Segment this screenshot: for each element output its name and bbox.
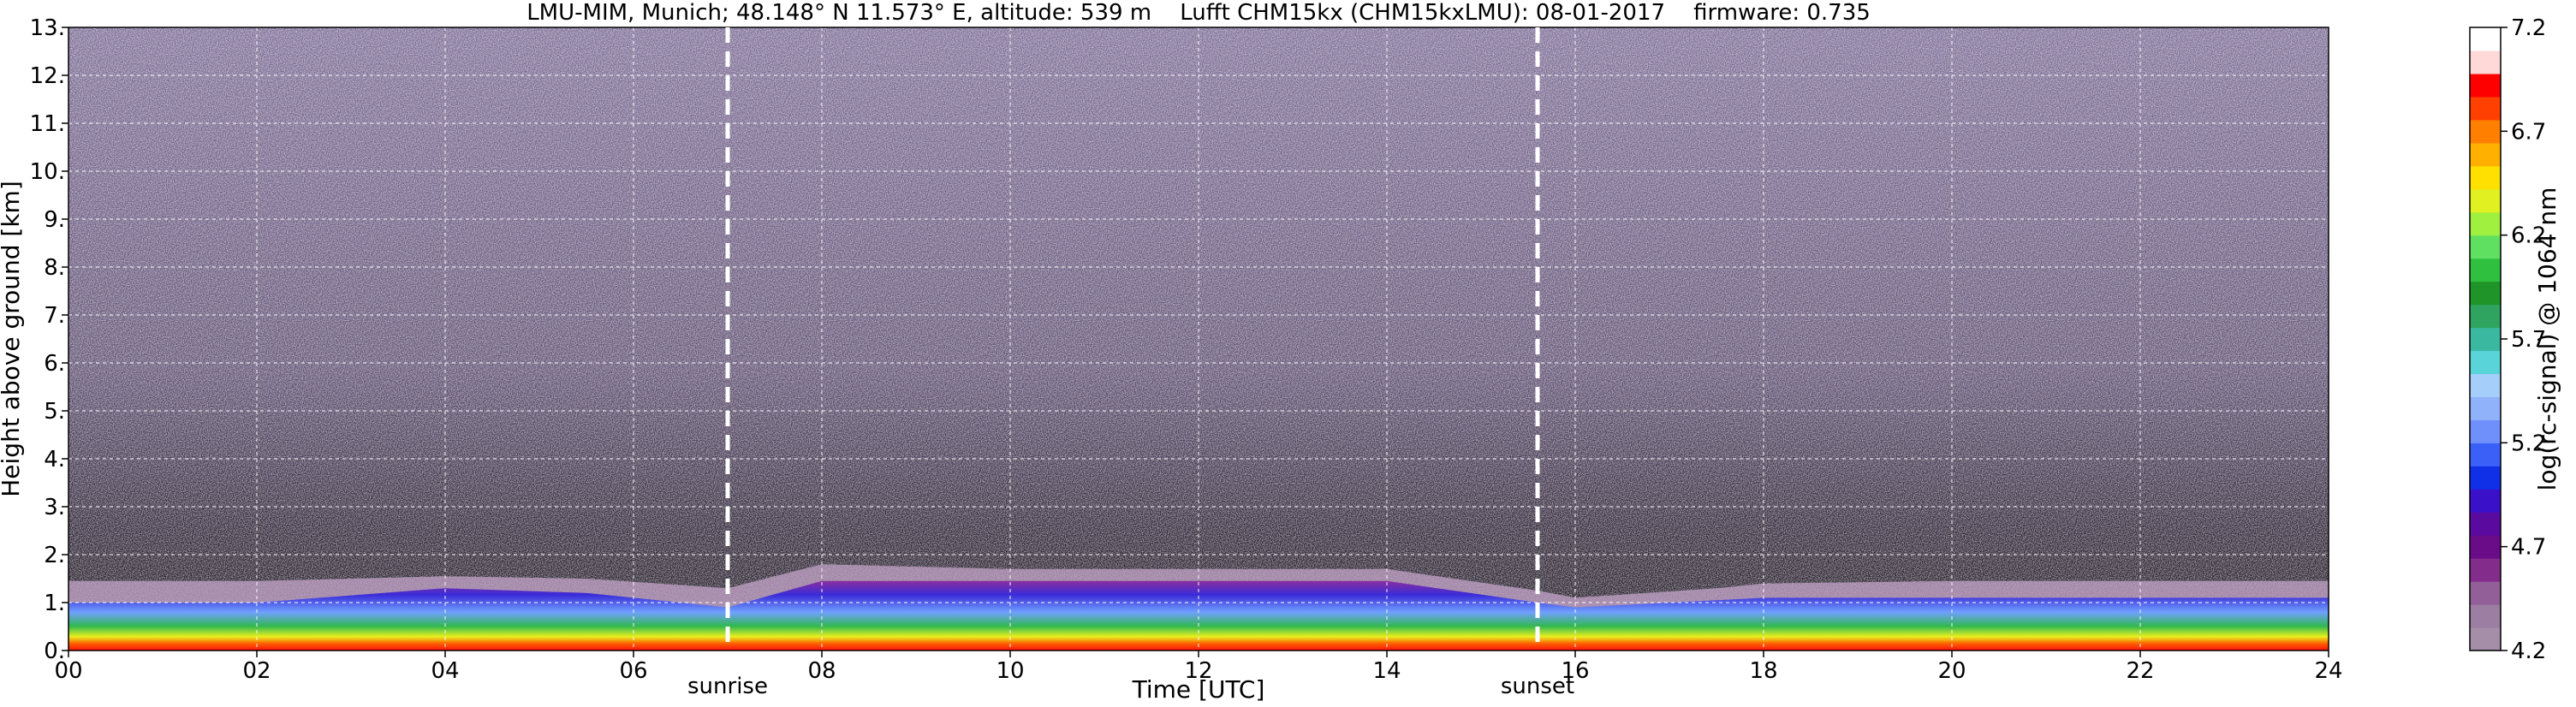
x-axis-label: Time [UTC]	[1132, 675, 1265, 704]
colorbar-segment	[2470, 489, 2501, 513]
colorbar-segment	[2470, 258, 2501, 282]
x-tick-label: 24	[2314, 658, 2342, 684]
y-tick-label: 13.	[30, 15, 65, 41]
x-tick-label: 12	[1184, 658, 1212, 684]
x-tick-label: 08	[807, 658, 836, 684]
colorbar-segment	[2470, 142, 2501, 167]
x-tick-label: 16	[1561, 658, 1589, 684]
colorbar-segment	[2470, 581, 2501, 605]
colorbar-segment	[2470, 396, 2501, 420]
x-tick-label: 22	[2126, 658, 2154, 684]
x-tick-label: 06	[619, 658, 647, 684]
colorbar-tick-label: 5.2	[2511, 431, 2546, 456]
colorbar-tick-label: 5.7	[2511, 327, 2546, 353]
x-tick-label: 04	[431, 658, 459, 684]
colorbar-segment	[2470, 27, 2501, 51]
colorbar-segment	[2470, 373, 2501, 398]
colorbar-tick-label: 4.7	[2511, 535, 2546, 561]
chart-title: LMU-MIM, Munich; 48.148° N 11.573° E, al…	[527, 0, 1871, 26]
x-tick-label: 18	[1749, 658, 1777, 684]
y-tick-label: 1.	[44, 591, 65, 616]
y-ticks: 0. 1. 2. 3. 4. 5. 6. 7. 8. 9. 10. 11. 12. 13.	[30, 15, 68, 664]
colorbar-tick-label: 6.7	[2511, 119, 2546, 145]
y-tick-label: 0.	[44, 639, 65, 664]
x-tick-label: 10	[996, 658, 1024, 684]
colorbar-segment	[2470, 73, 2501, 98]
y-tick-label: 8.	[44, 255, 65, 281]
grid-lines	[68, 27, 2329, 651]
y-tick-label: 4.	[44, 447, 65, 472]
y-tick-label: 6.	[44, 351, 65, 377]
colorbar-segment	[2470, 211, 2501, 236]
colorbar-label: log(rc-signal) @ 1064 nm	[2533, 187, 2561, 491]
colorbar-tick-label: 4.2	[2511, 639, 2546, 664]
y-tick-label: 5.	[44, 399, 65, 425]
x-tick-label: 02	[242, 658, 271, 684]
colorbar-segment	[2470, 604, 2501, 628]
y-tick-label: 11.	[30, 111, 65, 137]
y-tick-label: 12.	[30, 63, 65, 89]
colorbar-segment	[2470, 304, 2501, 329]
colorbar-segment	[2470, 627, 2501, 651]
colorbar-segment	[2470, 535, 2501, 559]
y-tick-label: 3.	[44, 495, 65, 520]
colorbar-segment	[2470, 96, 2501, 121]
sunrise-label: sunrise	[687, 674, 768, 699]
colorbar-segment	[2470, 281, 2501, 306]
colorbar: 4.2 4.7 5.2 5.7 6.2 6.7 7.2	[2469, 15, 2546, 664]
y-axis-label: Height above ground [km]	[0, 181, 25, 497]
sun-annotations: sunrise sunset	[687, 27, 1574, 699]
sunset-label: sunset	[1501, 674, 1574, 699]
colorbar-segment	[2470, 165, 2501, 190]
colorbar-segment	[2470, 466, 2501, 490]
colorbar-segment	[2470, 188, 2501, 213]
y-tick-label: 10.	[30, 159, 65, 185]
colorbar-segment	[2470, 419, 2501, 443]
colorbar-segment	[2470, 119, 2501, 144]
colorbar-tick-label: 7.2	[2511, 15, 2546, 41]
x-tick-label: 20	[1937, 658, 1966, 684]
colorbar-tick-label: 6.2	[2511, 223, 2546, 249]
y-tick-label: 7.	[44, 303, 65, 329]
colorbar-segment	[2470, 350, 2501, 375]
y-tick-label: 9.	[44, 207, 65, 233]
y-tick-label: 2.	[44, 543, 65, 568]
colorbar-segment	[2470, 558, 2501, 582]
colorbar-segment	[2470, 512, 2501, 536]
colorbar-segment	[2470, 50, 2501, 74]
x-tick-label: 14	[1372, 658, 1401, 684]
x-tick-label: 00	[54, 658, 82, 684]
x-ticks: 00 02 04 06 08 10 12 14 16 18 20 22 24	[54, 651, 2343, 684]
colorbar-segment	[2470, 235, 2501, 259]
colorbar-segment	[2470, 327, 2501, 352]
colorbar-segment	[2470, 443, 2501, 466]
